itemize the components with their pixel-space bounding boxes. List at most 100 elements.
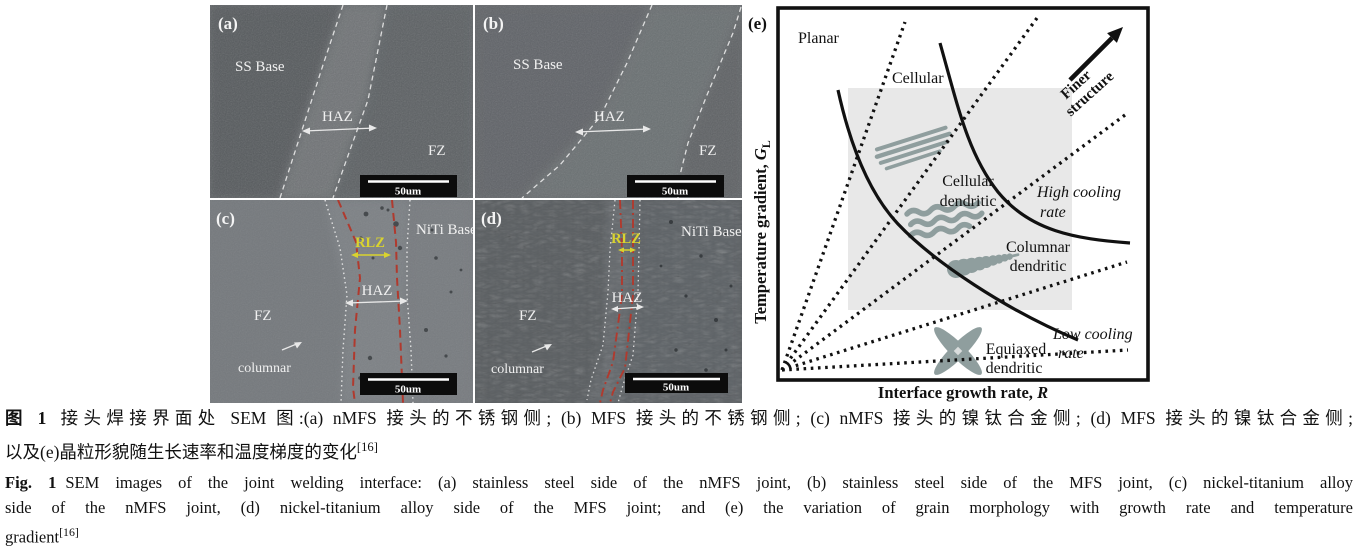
caption-en-line1: Fig. 1 SEM images of the joint welding in… [5, 472, 1353, 492]
haz-label: HAZ [594, 109, 625, 125]
haz-arrow [302, 124, 377, 135]
columnar-arrow [281, 342, 302, 351]
svg-text:Low cooling: Low cooling [1052, 326, 1133, 343]
svg-text:dendritic: dendritic [940, 193, 997, 210]
panel-tag: (d) [481, 209, 502, 228]
columnar-dendritic-icon [947, 253, 1020, 278]
sem-grain-texture [210, 200, 473, 403]
rlz-label: RLZ [611, 231, 641, 247]
finer-structure-arrow-icon [1068, 27, 1123, 82]
sem-grain-texture [210, 5, 473, 198]
fz-label: FZ [699, 143, 717, 159]
ss-base-label: SS Base [235, 59, 285, 75]
equiaxed-dendritic-icon [934, 327, 982, 375]
svg-text:Columnar: Columnar [1006, 239, 1071, 256]
svg-text:Cellular: Cellular [942, 173, 994, 190]
high-cooling-rate-label: High cooling rate [1036, 184, 1121, 221]
caption-en-line3: gradient[16] [5, 524, 79, 547]
sem-panel-a: (a) SS Base HAZ FZ 50um [210, 5, 473, 198]
fusion-boundary-line [586, 200, 616, 401]
panel-tag: (b) [483, 14, 504, 33]
panel-e-diagram: (e) [748, 6, 1150, 402]
sem-panel-d: (d) NiTi Base RLZ HAZ FZ columnar 50um [475, 200, 742, 403]
rlz-boundary-red-line [337, 200, 362, 403]
rlz-arrow [351, 252, 391, 258]
svg-text:Equiaxed: Equiaxed [986, 341, 1046, 358]
fz-label: FZ [254, 308, 272, 324]
caption-en: Fig. 1 SEM images of the joint welding in… [5, 470, 1353, 548]
caption-zh-line1: 图 1 接头焊接界面处 SEM 图:(a) nMFS 接头的不锈钢侧; (b) M… [5, 408, 1353, 428]
morphology-boundary-rays [780, 17, 1129, 372]
columnar-label: columnar [491, 362, 544, 377]
morphology-ray [781, 348, 1129, 372]
sem-grain-texture [475, 200, 742, 403]
fz-label: FZ [428, 143, 446, 159]
scale-bar: 50um [360, 373, 457, 396]
fusion-boundary-line [332, 5, 388, 198]
svg-text:rate: rate [1058, 345, 1084, 362]
sem-panel-b: (b) SS Base HAZ FZ 50um [475, 5, 742, 198]
scale-bar-label: 50um [662, 186, 688, 198]
haz-arrow [575, 125, 651, 136]
planar-label: Planar [798, 30, 840, 47]
cellular-label: Cellular [892, 70, 944, 87]
scale-bar: 50um [627, 175, 724, 198]
equiaxed-dendritic-label: Equiaxed dendritic [986, 341, 1047, 377]
panel-tag: (a) [218, 14, 238, 33]
haz-label: HAZ [612, 290, 643, 306]
scale-bar-label: 50um [663, 382, 689, 394]
low-cooling-rate-label: Low cooling rate [1052, 326, 1133, 362]
figure-captions: 图 1 接头焊接界面处 SEM 图:(a) nMFS 接头的不锈钢侧; (b) M… [5, 404, 1353, 548]
ss-base-label: SS Base [513, 57, 563, 73]
fusion-boundary-line [617, 200, 641, 403]
interface-growth-rate-axis-label: Interface growth rate, R [878, 383, 1048, 402]
precipitate-specks [358, 206, 463, 380]
morphology-ray [780, 17, 1039, 371]
rlz-label: RLZ [355, 235, 385, 251]
svg-text:dendritic: dendritic [986, 360, 1043, 377]
cooling-rate-curve-low [836, 89, 1079, 342]
svg-text:High cooling: High cooling [1036, 184, 1121, 201]
caption-en-label: Fig. 1 [5, 472, 57, 492]
haz-arrow [345, 297, 408, 307]
rlz-arrow [618, 247, 636, 253]
panel-tag: (e) [748, 14, 767, 33]
cellular-dendritic-label: Cellular dendritic [940, 173, 997, 210]
citation-ref: [16] [59, 524, 79, 539]
rlz-boundary-red-line [609, 200, 634, 403]
columnar-arrow [531, 344, 552, 353]
scale-bar-label: 50um [395, 186, 421, 198]
precipitate-specks [659, 220, 733, 372]
fusion-boundary-line [521, 5, 653, 198]
niti-base-label: NiTi Base [416, 222, 473, 238]
fusion-boundary-line [279, 5, 344, 198]
svg-text:rate: rate [1040, 204, 1066, 221]
temperature-gradient-axis-label: Temperature gradient, GL [751, 140, 773, 324]
niti-base-label: NiTi Base [681, 224, 742, 240]
columnar-dendritic-label: Columnar dendritic [1006, 239, 1071, 275]
cooling-rate-curve-high [938, 42, 1131, 245]
rlz-boundary-red-line [391, 200, 404, 403]
scale-bar: 50um [360, 175, 457, 198]
panel-tag: (c) [216, 209, 235, 228]
sem-panel-c: (c) NiTi Base RLZ HAZ FZ columnar 50um [210, 200, 473, 403]
fz-label: FZ [519, 308, 537, 324]
haz-label: HAZ [362, 283, 393, 299]
citation-ref: [16] [356, 440, 378, 454]
scale-bar-label: 50um [395, 384, 421, 396]
scale-bar: 50um [625, 373, 728, 394]
haz-arrow [611, 304, 644, 312]
svg-text:dendritic: dendritic [1010, 258, 1067, 275]
caption-zh-line2: 以及(e)晶粒形貌随生长速率和温度梯度的变化[16] [5, 440, 378, 462]
caption-zh: 图 1 接头焊接界面处 SEM 图:(a) nMFS 接头的不锈钢侧; (b) M… [5, 404, 1353, 467]
cellular-dendritic-icon [904, 199, 985, 239]
rlz-boundary-red-line [599, 200, 623, 403]
morphology-ray [781, 260, 1128, 372]
sem-grain-texture [475, 5, 742, 198]
haz-label: HAZ [322, 109, 353, 125]
caption-zh-label: 图 1 [5, 408, 47, 428]
caption-en-line2: side of the nMFS joint, (d) nickel-titan… [5, 497, 1353, 517]
cellular-icon [874, 125, 952, 171]
fusion-boundary-line [406, 200, 414, 403]
